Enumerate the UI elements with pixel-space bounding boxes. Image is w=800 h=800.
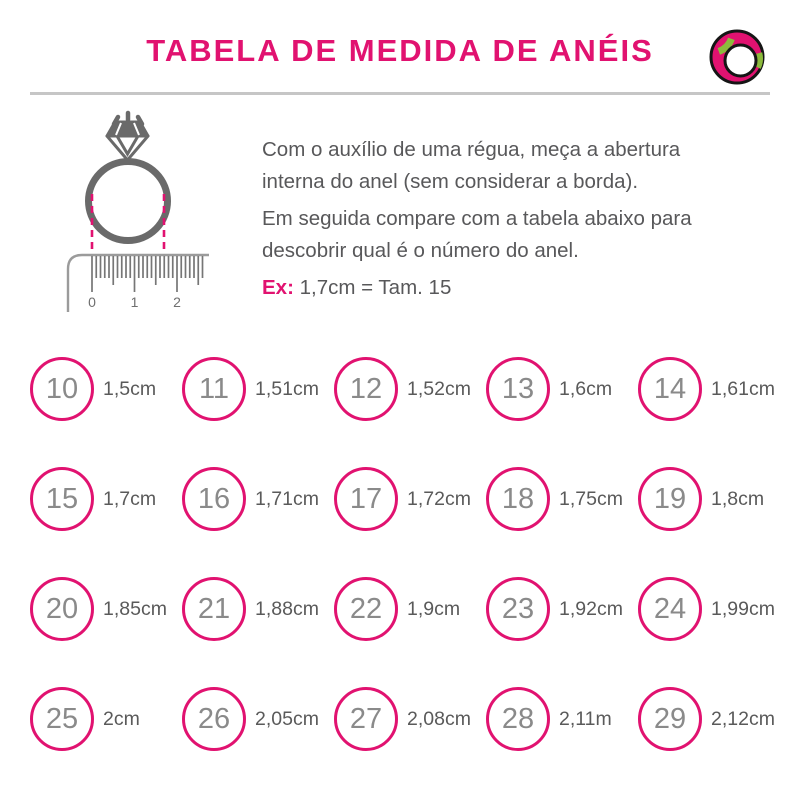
ring-size-cell: 13 1,6cm — [486, 357, 612, 421]
ring-size-measure: 1,8cm — [711, 487, 765, 510]
ring-size-circle: 13 — [486, 357, 550, 421]
ring-size-measure: 1,88cm — [255, 597, 319, 620]
header-divider — [30, 92, 770, 95]
ring-size-circle: 20 — [30, 577, 94, 641]
ring-size-measure: 1,6cm — [559, 377, 613, 400]
ring-size-measure: 1,99cm — [711, 597, 775, 620]
ring-size-number: 25 — [45, 702, 79, 735]
ring-size-measure: 2,11m — [559, 707, 612, 730]
ring-size-circle: 15 — [30, 467, 94, 531]
ring-size-circle: 25 — [30, 687, 94, 751]
example-line: Ex: 1,7cm = Tam. 15 — [262, 272, 740, 304]
ring-size-circle: 29 — [638, 687, 702, 751]
ring-size-cell: 12 1,52cm — [334, 357, 471, 421]
ring-size-circle: 18 — [486, 467, 550, 531]
ring-size-cell: 19 1,8cm — [638, 467, 764, 531]
ruler-number-0: 0 — [88, 294, 96, 310]
ring-size-circle: 21 — [182, 577, 246, 641]
ring-size-measure: 1,71cm — [255, 487, 319, 510]
ring-size-measure: 1,61cm — [711, 377, 775, 400]
instruction-paragraph-1: Com o auxílio de uma régua, meça a abert… — [262, 138, 681, 193]
ruler: 0 1 2 — [66, 253, 209, 312]
ring-size-number: 16 — [197, 482, 231, 515]
ring-size-circle: 27 — [334, 687, 398, 751]
ring-size-cell: 16 1,71cm — [182, 467, 319, 531]
ring-size-cell: 10 1,5cm — [30, 357, 156, 421]
ring-size-measure: 1,92cm — [559, 597, 623, 620]
brand-ring-icon — [709, 29, 765, 85]
ruler-number-2: 2 — [173, 294, 181, 310]
ring-size-measure: 1,72cm — [407, 487, 471, 510]
ruler-number-1: 1 — [131, 294, 139, 310]
ring-size-circle: 22 — [334, 577, 398, 641]
ring-size-number: 20 — [45, 592, 79, 625]
ring-size-cell: 29 2,12cm — [638, 687, 775, 751]
ring-size-number: 17 — [349, 482, 383, 515]
page-title: TABELA DE MEDIDA DE ANÉIS — [146, 33, 654, 68]
ring-size-circle: 26 — [182, 687, 246, 751]
size-grid: 10 1,5cm 11 1,51cm 12 1,52cm 13 1,6cm — [30, 357, 775, 757]
ring-size-circle: 19 — [638, 467, 702, 531]
ring-size-circle: 28 — [486, 687, 550, 751]
ring-size-circle: 17 — [334, 467, 398, 531]
ring-size-measure: 2,08cm — [407, 707, 471, 730]
ring-size-number: 21 — [197, 592, 231, 625]
ring-size-measure: 1,5cm — [103, 377, 157, 400]
ring-size-number: 12 — [349, 372, 383, 405]
ring-size-cell: 23 1,92cm — [486, 577, 623, 641]
ring-size-number: 26 — [197, 702, 231, 735]
ring-size-circle: 10 — [30, 357, 94, 421]
diamond-icon — [105, 120, 150, 162]
ring-size-number: 27 — [349, 702, 383, 735]
ring-size-circle: 16 — [182, 467, 246, 531]
ring-size-cell: 14 1,61cm — [638, 357, 775, 421]
ring-size-measure: 1,9cm — [407, 597, 461, 620]
ring-size-number: 29 — [653, 702, 687, 735]
ring-size-cell: 24 1,99cm — [638, 577, 775, 641]
ring-size-cell: 15 1,7cm — [30, 467, 156, 531]
ring-size-circle: 14 — [638, 357, 702, 421]
ring-size-number: 11 — [198, 372, 230, 405]
ring-size-cell: 26 2,05cm — [182, 687, 319, 751]
ring-size-number: 18 — [501, 482, 535, 515]
ring-size-cell: 28 2,11m — [486, 687, 612, 751]
ring-size-number: 22 — [349, 592, 383, 625]
ring-size-cell: 18 1,75cm — [486, 467, 623, 531]
ring-size-measure: 1,7cm — [103, 487, 157, 510]
ring-size-measure: 2cm — [103, 707, 140, 730]
ring-size-cell: 20 1,85cm — [30, 577, 167, 641]
ring-size-measure: 2,05cm — [255, 707, 319, 730]
ring-size-cell: 27 2,08cm — [334, 687, 471, 751]
ring-size-number: 19 — [653, 482, 687, 515]
ring-size-cell: 22 1,9cm — [334, 577, 460, 641]
instructions-block: Com o auxílio de uma régua, meça a abert… — [262, 134, 740, 309]
measurement-dashed-lines — [90, 194, 166, 255]
ring-size-number: 23 — [501, 592, 535, 625]
ring-size-measure: 1,51cm — [255, 377, 319, 400]
ring-size-cell: 17 1,72cm — [334, 467, 471, 531]
ring-size-cell: 25 2cm — [30, 687, 140, 751]
ring-size-number: 15 — [45, 482, 79, 515]
example-label: Ex: — [262, 276, 294, 299]
ring-size-number: 28 — [501, 702, 535, 735]
ring-size-circle: 23 — [486, 577, 550, 641]
ring-size-number: 13 — [501, 372, 535, 405]
ring-size-number: 24 — [653, 592, 687, 625]
example-value: 1,7cm = Tam. 15 — [299, 276, 452, 299]
ring-size-circle: 11 — [182, 357, 246, 421]
instruction-paragraph-2: Em seguida compare com a tabela abaixo p… — [262, 207, 692, 262]
ring-band — [85, 158, 171, 244]
ring-size-cell: 11 1,51cm — [182, 357, 319, 421]
ring-size-measure: 1,52cm — [407, 377, 471, 400]
ring-size-measure: 1,85cm — [103, 597, 167, 620]
ring-size-measure: 2,12cm — [711, 707, 775, 730]
ring-size-measure: 1,75cm — [559, 487, 623, 510]
ring-size-cell: 21 1,88cm — [182, 577, 319, 641]
ring-measurement-illustration: 0 1 2 — [66, 110, 209, 312]
ring-size-circle: 12 — [334, 357, 398, 421]
ring-size-circle: 24 — [638, 577, 702, 641]
ring-size-number: 10 — [45, 372, 79, 405]
ring-size-number: 14 — [653, 372, 687, 405]
